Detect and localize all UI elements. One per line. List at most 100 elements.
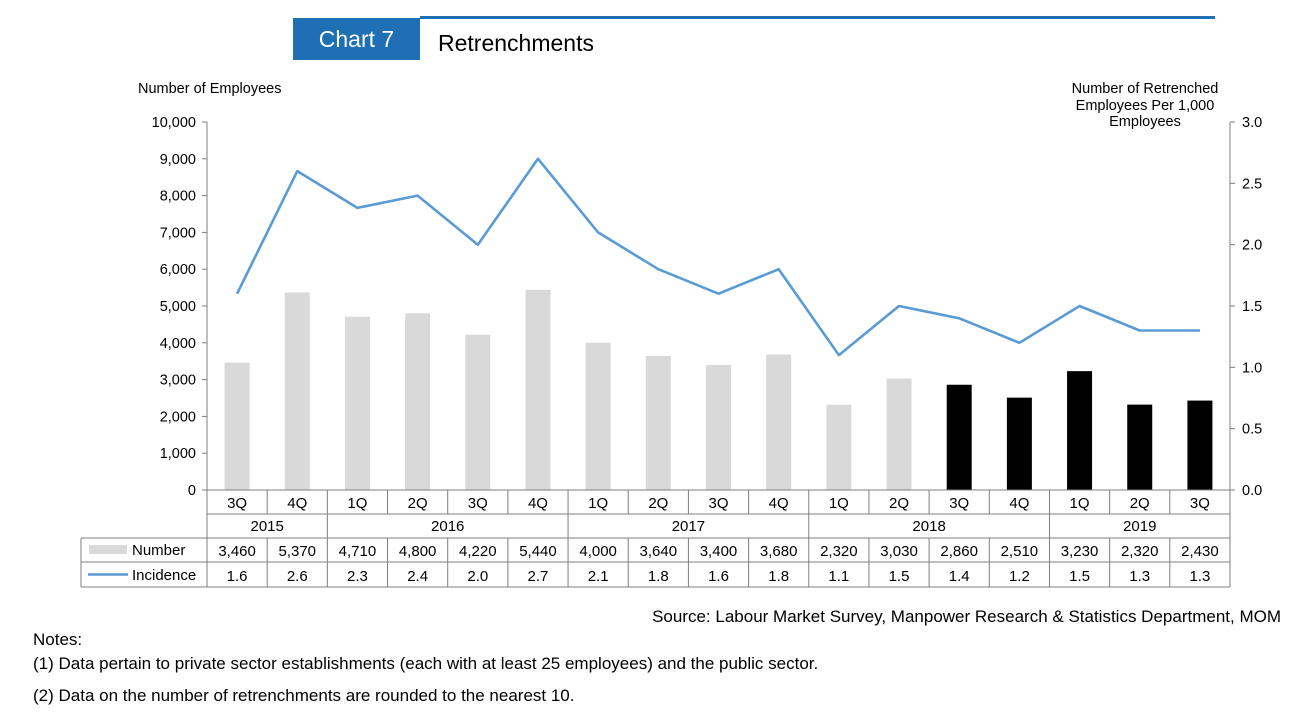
incidence-value-15: 1.3 [1129, 568, 1150, 585]
quarter-label-16: 3Q [1190, 495, 1210, 512]
bar-number-12 [946, 384, 972, 490]
incidence-value-3: 2.4 [407, 568, 428, 585]
number-value-7: 3,640 [640, 543, 678, 560]
bar-number-1 [284, 292, 310, 490]
number-value-6: 4,000 [579, 543, 617, 560]
number-value-14: 3,230 [1061, 543, 1099, 560]
notes-heading: Notes: [33, 630, 83, 649]
legend-number-label: Number [132, 542, 185, 559]
incidence-value-16: 1.3 [1189, 568, 1210, 585]
left-axis-tick-label: 5,000 [160, 299, 196, 315]
right-axis-tick-label: 3.0 [1242, 115, 1262, 131]
bar-number-2 [344, 316, 370, 490]
incidence-value-12: 1.4 [949, 568, 970, 585]
quarter-label-14: 1Q [1070, 495, 1090, 512]
bar-number-15 [1127, 404, 1153, 490]
number-value-1: 5,370 [278, 543, 316, 560]
number-value-12: 2,860 [940, 543, 978, 560]
number-value-11: 3,030 [880, 543, 918, 560]
incidence-value-8: 1.6 [708, 568, 729, 585]
incidence-value-7: 1.8 [648, 568, 669, 585]
bar-number-7 [645, 356, 671, 490]
quarter-label-13: 4Q [1009, 495, 1029, 512]
right-axis-tick-label: 1.5 [1242, 299, 1262, 315]
number-value-13: 2,510 [1001, 543, 1039, 560]
number-value-15: 2,320 [1121, 543, 1159, 560]
number-value-10: 2,320 [820, 543, 858, 560]
header-rule [420, 16, 1215, 19]
bar-number-5 [525, 289, 551, 490]
bar-number-3 [405, 313, 431, 490]
quarter-label-5: 4Q [528, 495, 548, 512]
incidence-value-11: 1.5 [889, 568, 910, 585]
incidence-value-6: 2.1 [588, 568, 609, 585]
left-axis-tick-label: 9,000 [160, 152, 196, 168]
number-value-5: 5,440 [519, 543, 557, 560]
number-value-0: 3,460 [218, 543, 256, 560]
note-2: (2) Data on the number of retrenchments … [33, 686, 575, 705]
number-value-3: 4,800 [399, 543, 437, 560]
left-axis-tick-label: 1,000 [160, 446, 196, 462]
bar-number-0 [224, 362, 250, 490]
left-axis-tick-label: 0 [188, 483, 196, 499]
quarter-label-9: 4Q [769, 495, 789, 512]
left-axis-tick-label: 6,000 [160, 262, 196, 278]
incidence-value-14: 1.5 [1069, 568, 1090, 585]
quarter-label-2: 1Q [347, 495, 367, 512]
year-label-2015: 2015 [250, 518, 283, 535]
left-axis-tick-label: 3,000 [160, 373, 196, 389]
quarter-label-8: 3Q [708, 495, 728, 512]
bar-number-6 [585, 342, 611, 490]
number-value-16: 2,430 [1181, 543, 1219, 560]
quarter-label-3: 2Q [408, 495, 428, 512]
right-axis-title: Number of Retrenched Employees Per 1,000… [1071, 81, 1219, 130]
incidence-value-4: 2.0 [467, 568, 488, 585]
bar-number-10 [826, 404, 852, 490]
quarter-label-12: 3Q [949, 495, 969, 512]
legend-incidence-label: Incidence [132, 567, 196, 584]
quarter-label-1: 4Q [287, 495, 307, 512]
bar-number-9 [766, 354, 792, 490]
left-axis-tick-label: 4,000 [160, 336, 196, 352]
incidence-value-10: 1.1 [828, 568, 849, 585]
bar-number-16 [1187, 400, 1213, 490]
incidence-value-0: 1.6 [227, 568, 248, 585]
right-axis-tick-label: 0.0 [1242, 483, 1262, 499]
bar-number-11 [886, 378, 912, 490]
year-label-2016: 2016 [431, 518, 464, 535]
incidence-value-2: 2.3 [347, 568, 368, 585]
bar-number-13 [1006, 397, 1032, 490]
right-axis-tick-label: 2.0 [1242, 238, 1262, 254]
note-1: (1) Data pertain to private sector estab… [33, 654, 819, 673]
bar-number-14 [1067, 371, 1093, 490]
left-axis-tick-label: 7,000 [160, 225, 196, 241]
incidence-line [235, 157, 1200, 357]
quarter-label-4: 3Q [468, 495, 488, 512]
legend-number-swatch [89, 545, 127, 554]
number-value-4: 4,220 [459, 543, 497, 560]
quarter-label-6: 1Q [588, 495, 608, 512]
bar-number-4 [465, 334, 491, 490]
year-label-2018: 2018 [912, 518, 945, 535]
number-value-2: 4,710 [339, 543, 377, 560]
source-note: Source: Labour Market Survey, Manpower R… [652, 607, 1281, 626]
incidence-value-9: 1.8 [768, 568, 789, 585]
quarter-label-11: 2Q [889, 495, 909, 512]
quarter-label-0: 3Q [227, 495, 247, 512]
quarter-label-7: 2Q [648, 495, 668, 512]
quarter-label-15: 2Q [1130, 495, 1150, 512]
incidence-value-1: 2.6 [287, 568, 308, 585]
chart-number-badge: Chart 7 [293, 18, 420, 60]
incidence-value-5: 2.7 [528, 568, 549, 585]
chart-title: Retrenchments [438, 30, 594, 56]
quarter-label-10: 1Q [829, 495, 849, 512]
bar-number-8 [706, 364, 731, 490]
left-axis-tick-label: 2,000 [160, 409, 196, 425]
right-axis-tick-label: 1.0 [1242, 360, 1262, 376]
number-value-8: 3,400 [700, 543, 738, 560]
right-axis-tick-label: 0.5 [1242, 422, 1262, 438]
incidence-value-13: 1.2 [1009, 568, 1030, 585]
left-axis-title: Number of Employees [138, 81, 282, 97]
left-axis-tick-label: 8,000 [160, 189, 196, 205]
